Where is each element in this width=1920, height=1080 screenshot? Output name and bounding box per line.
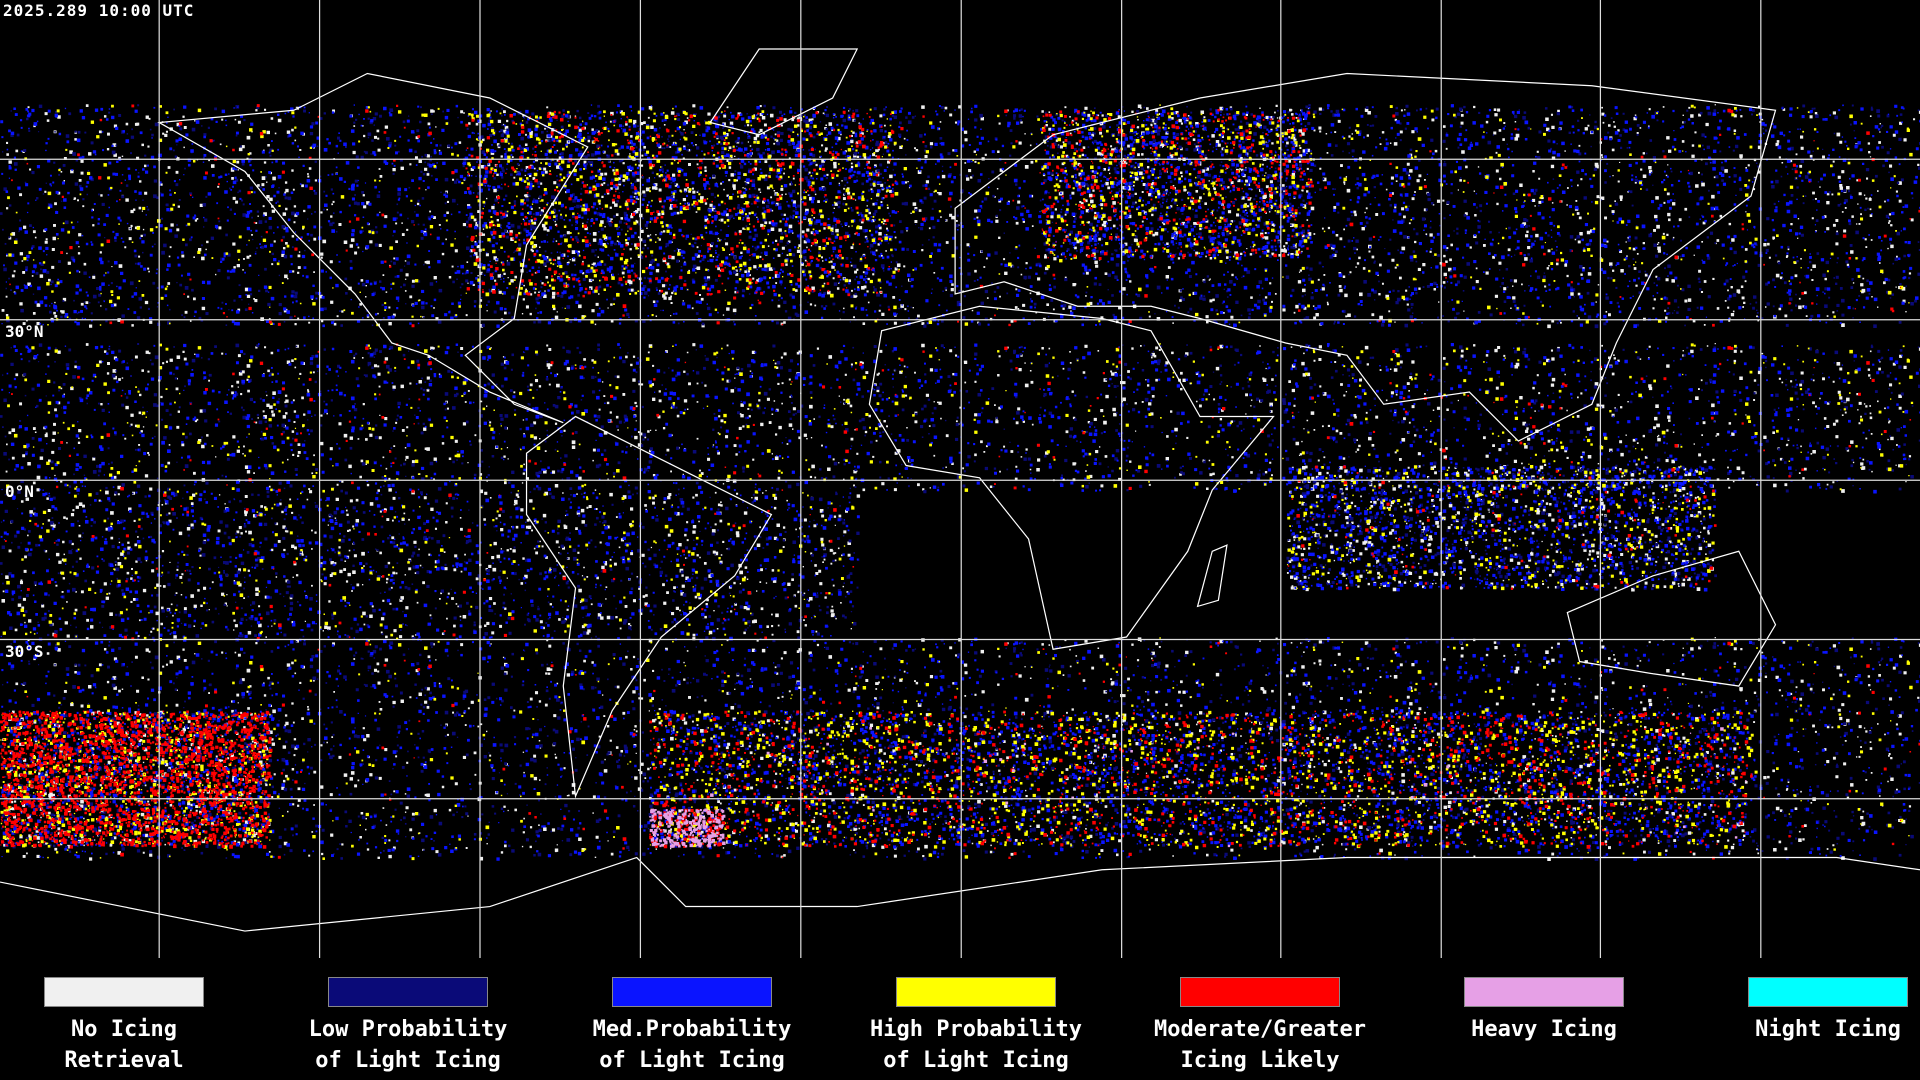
latitude-label: 30°N: [5, 322, 44, 341]
legend: No Icing Retrieval Low Probability of Light…: [0, 958, 1920, 1080]
legend-label-line: Moderate/Greater: [1154, 1017, 1366, 1042]
legend-item: Moderate/Greater Icing Likely: [1140, 977, 1380, 1076]
legend-label-line: Med.Probability: [592, 1017, 792, 1042]
legend-label: Low Probability of Light Icing: [288, 1014, 528, 1076]
south-america: [525, 415, 773, 799]
timestamp: 2025.289 10:00 UTC: [3, 1, 195, 20]
legend-label-line: Retrieval: [64, 1048, 184, 1073]
greenland: [709, 48, 859, 136]
legend-swatch: [1464, 977, 1624, 1007]
legend-label-line: Heavy Icing: [1471, 1017, 1617, 1042]
latitude-label: 0°N: [5, 482, 34, 501]
legend-label: Med.Probability of Light Icing: [572, 1014, 812, 1076]
legend-label: Night Icing: [1708, 1014, 1920, 1045]
legend-item: High Probability of Light Icing: [856, 977, 1096, 1076]
legend-label-line: Icing Likely: [1180, 1048, 1340, 1073]
legend-label: High Probability of Light Icing: [856, 1014, 1096, 1076]
africa: [868, 305, 1275, 650]
legend-label: Moderate/Greater Icing Likely: [1140, 1014, 1380, 1076]
legend-label-line: Night Icing: [1755, 1017, 1901, 1042]
icing-class-pixels: [0, 104, 1920, 860]
australia: [1566, 550, 1777, 687]
legend-item: Med.Probability of Light Icing: [572, 977, 812, 1076]
legend-label: Heavy Icing: [1424, 1014, 1664, 1045]
legend-item: Low Probability of Light Icing: [288, 977, 528, 1076]
legend-swatch: [328, 977, 488, 1007]
legend-item: No Icing Retrieval: [4, 977, 244, 1076]
legend-label-line: of Light Icing: [599, 1048, 785, 1073]
eurasia: [954, 72, 1777, 442]
legend-swatch: [44, 977, 204, 1007]
legend-label-line: High Probability: [870, 1017, 1082, 1042]
legend-swatch: [1180, 977, 1340, 1007]
legend-label-line: No Icing: [71, 1017, 177, 1042]
legend-label-line: Low Probability: [308, 1017, 508, 1042]
coastlines: [0, 48, 1920, 932]
antarctica: [0, 856, 1920, 932]
icing-map: [0, 0, 1920, 958]
graticule: [0, 0, 1920, 958]
icing-pixels: [0, 104, 1920, 861]
latitude-label: 30°S: [5, 642, 44, 661]
legend-label: No Icing Retrieval: [4, 1014, 244, 1076]
legend-item: Heavy Icing: [1424, 977, 1664, 1045]
legend-swatch: [896, 977, 1056, 1007]
icing-class-pixels: [649, 724, 1747, 848]
legend-label-line: of Light Icing: [315, 1048, 501, 1073]
madagascar: [1196, 544, 1228, 608]
legend-swatch: [612, 977, 772, 1007]
legend-item: Night Icing: [1708, 977, 1920, 1045]
north-america: [157, 72, 589, 424]
legend-label-line: of Light Icing: [883, 1048, 1069, 1073]
legend-swatch: [1748, 977, 1908, 1007]
